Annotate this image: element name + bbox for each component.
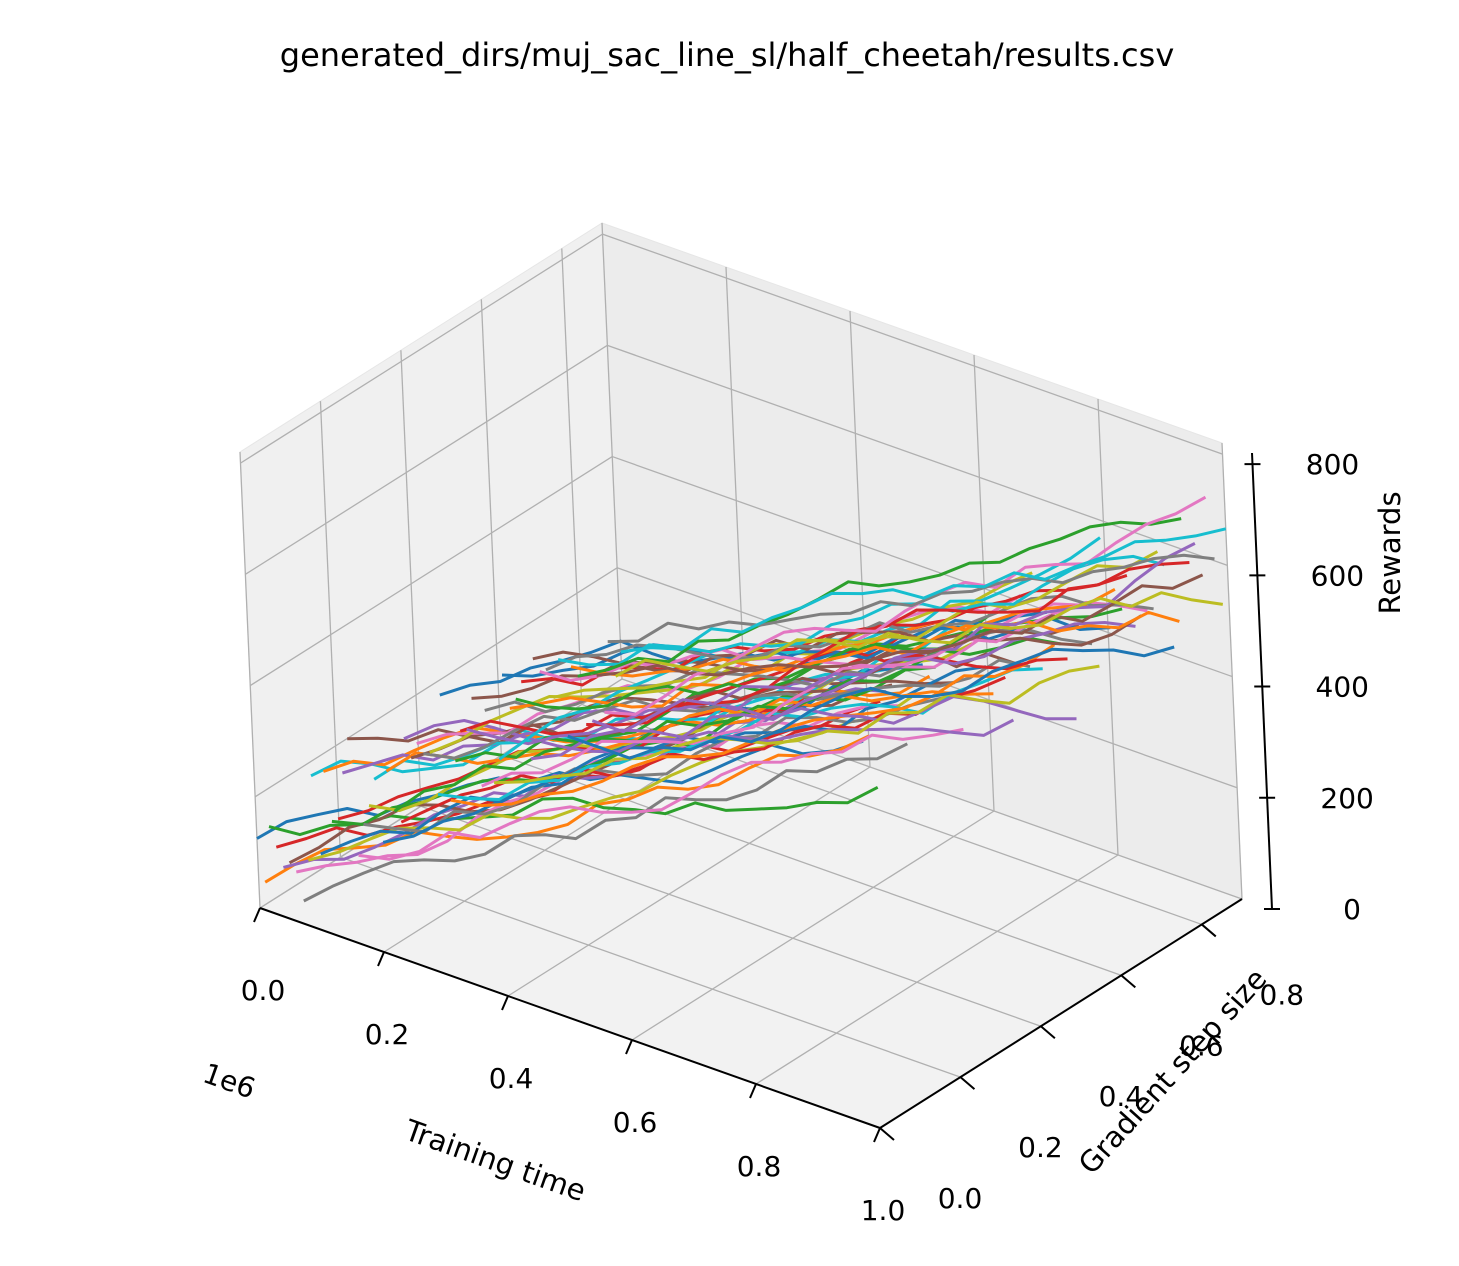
z-tick-label: 800 — [1306, 448, 1359, 481]
x-tick — [253, 907, 261, 923]
grid-z-side — [249, 456, 613, 687]
grid-z-side — [240, 233, 603, 464]
x-tick — [749, 1083, 757, 1099]
x-tick — [377, 951, 385, 967]
series-line — [459, 650, 1068, 736]
series-line — [577, 517, 1182, 678]
grid-y-side — [239, 451, 261, 909]
grid-y-floor — [420, 805, 1042, 1027]
series-line — [620, 527, 1227, 654]
x-offset-label: 1e6 — [199, 1057, 260, 1106]
chart-title: generated_dirs/muj_sac_line_sl/half_chee… — [280, 36, 1175, 74]
x-axis-line — [259, 907, 881, 1129]
grid-x-floor — [755, 854, 1119, 1085]
series-line — [614, 591, 1224, 678]
x-tick-label: 0.8 — [737, 1150, 782, 1183]
grid-z-side — [254, 567, 618, 798]
z-tick-label: 200 — [1320, 782, 1373, 815]
y-tick-label: 0.8 — [1260, 978, 1305, 1011]
x-axis-label: Training time — [400, 1113, 591, 1209]
y-tick — [1201, 923, 1217, 938]
y-tick — [1120, 974, 1136, 989]
y-tick-label: 0.0 — [938, 1182, 983, 1215]
z-tick-label: 600 — [1311, 559, 1364, 592]
y-tick-label: 0.6 — [1179, 1029, 1224, 1062]
grid-y-floor — [581, 703, 1202, 926]
y-axis-line — [879, 898, 1243, 1129]
series-line — [607, 553, 1215, 644]
z-tick-label: 0 — [1343, 893, 1361, 926]
series-line — [553, 550, 1159, 699]
x-tick — [873, 1127, 881, 1143]
x-tick — [625, 1039, 633, 1055]
x-tick-label: 1.0 — [861, 1194, 906, 1227]
grid-z-back — [602, 233, 1223, 455]
series-line — [586, 561, 1190, 727]
axis-lines — [259, 452, 1273, 1129]
grid-y-side — [480, 299, 502, 756]
series-line — [358, 727, 964, 861]
series-line — [557, 554, 1165, 667]
data-series — [256, 495, 1227, 903]
grid-x-back — [973, 354, 995, 812]
z-axis-line — [1251, 452, 1273, 910]
x-tick — [501, 995, 509, 1011]
grid-x-floor — [631, 810, 995, 1041]
x-tick-label: 0.0 — [241, 974, 286, 1007]
y-axis-label: Gradient step size — [1072, 962, 1274, 1181]
y-tick — [959, 1076, 976, 1090]
grid-y-side — [319, 401, 342, 858]
series-line — [530, 621, 1136, 761]
x-tick-label: 0.2 — [365, 1018, 410, 1051]
grid-y-floor — [340, 856, 961, 1078]
series-line — [591, 542, 1196, 734]
z-axis-label: Rewards — [1373, 491, 1407, 614]
y-tick-label: 0.4 — [1099, 1080, 1144, 1113]
x-tick-label: 0.6 — [613, 1106, 658, 1139]
series-line — [498, 536, 1101, 761]
grid-y-side — [400, 350, 422, 807]
series-line — [423, 658, 1031, 760]
grid-z-back — [612, 455, 1233, 678]
series-line — [363, 691, 969, 834]
tick-labels: 0.0 0.2 0.4 0.6 0.8 1.0 0.0 0.2 0.4 0.6 0.8 0 200 400… — [241, 448, 1374, 1227]
z-tick-label: 400 — [1316, 671, 1369, 704]
x-tick-label: 0.4 — [489, 1062, 534, 1095]
grid-x-back — [601, 222, 623, 680]
grid-y-floor — [501, 754, 1122, 976]
grid-x-back — [1221, 442, 1243, 900]
series-line — [567, 645, 1175, 760]
grid-z-side — [245, 344, 608, 575]
y-tick — [1040, 1025, 1056, 1039]
grid-y-side — [561, 248, 583, 705]
y-tick-label: 0.2 — [1018, 1131, 1063, 1164]
y-tick — [879, 1127, 895, 1141]
series-line — [494, 664, 1100, 785]
series-line — [303, 742, 908, 903]
grid-z-back — [607, 344, 1228, 566]
series-line — [385, 690, 994, 773]
series-line — [264, 734, 870, 884]
